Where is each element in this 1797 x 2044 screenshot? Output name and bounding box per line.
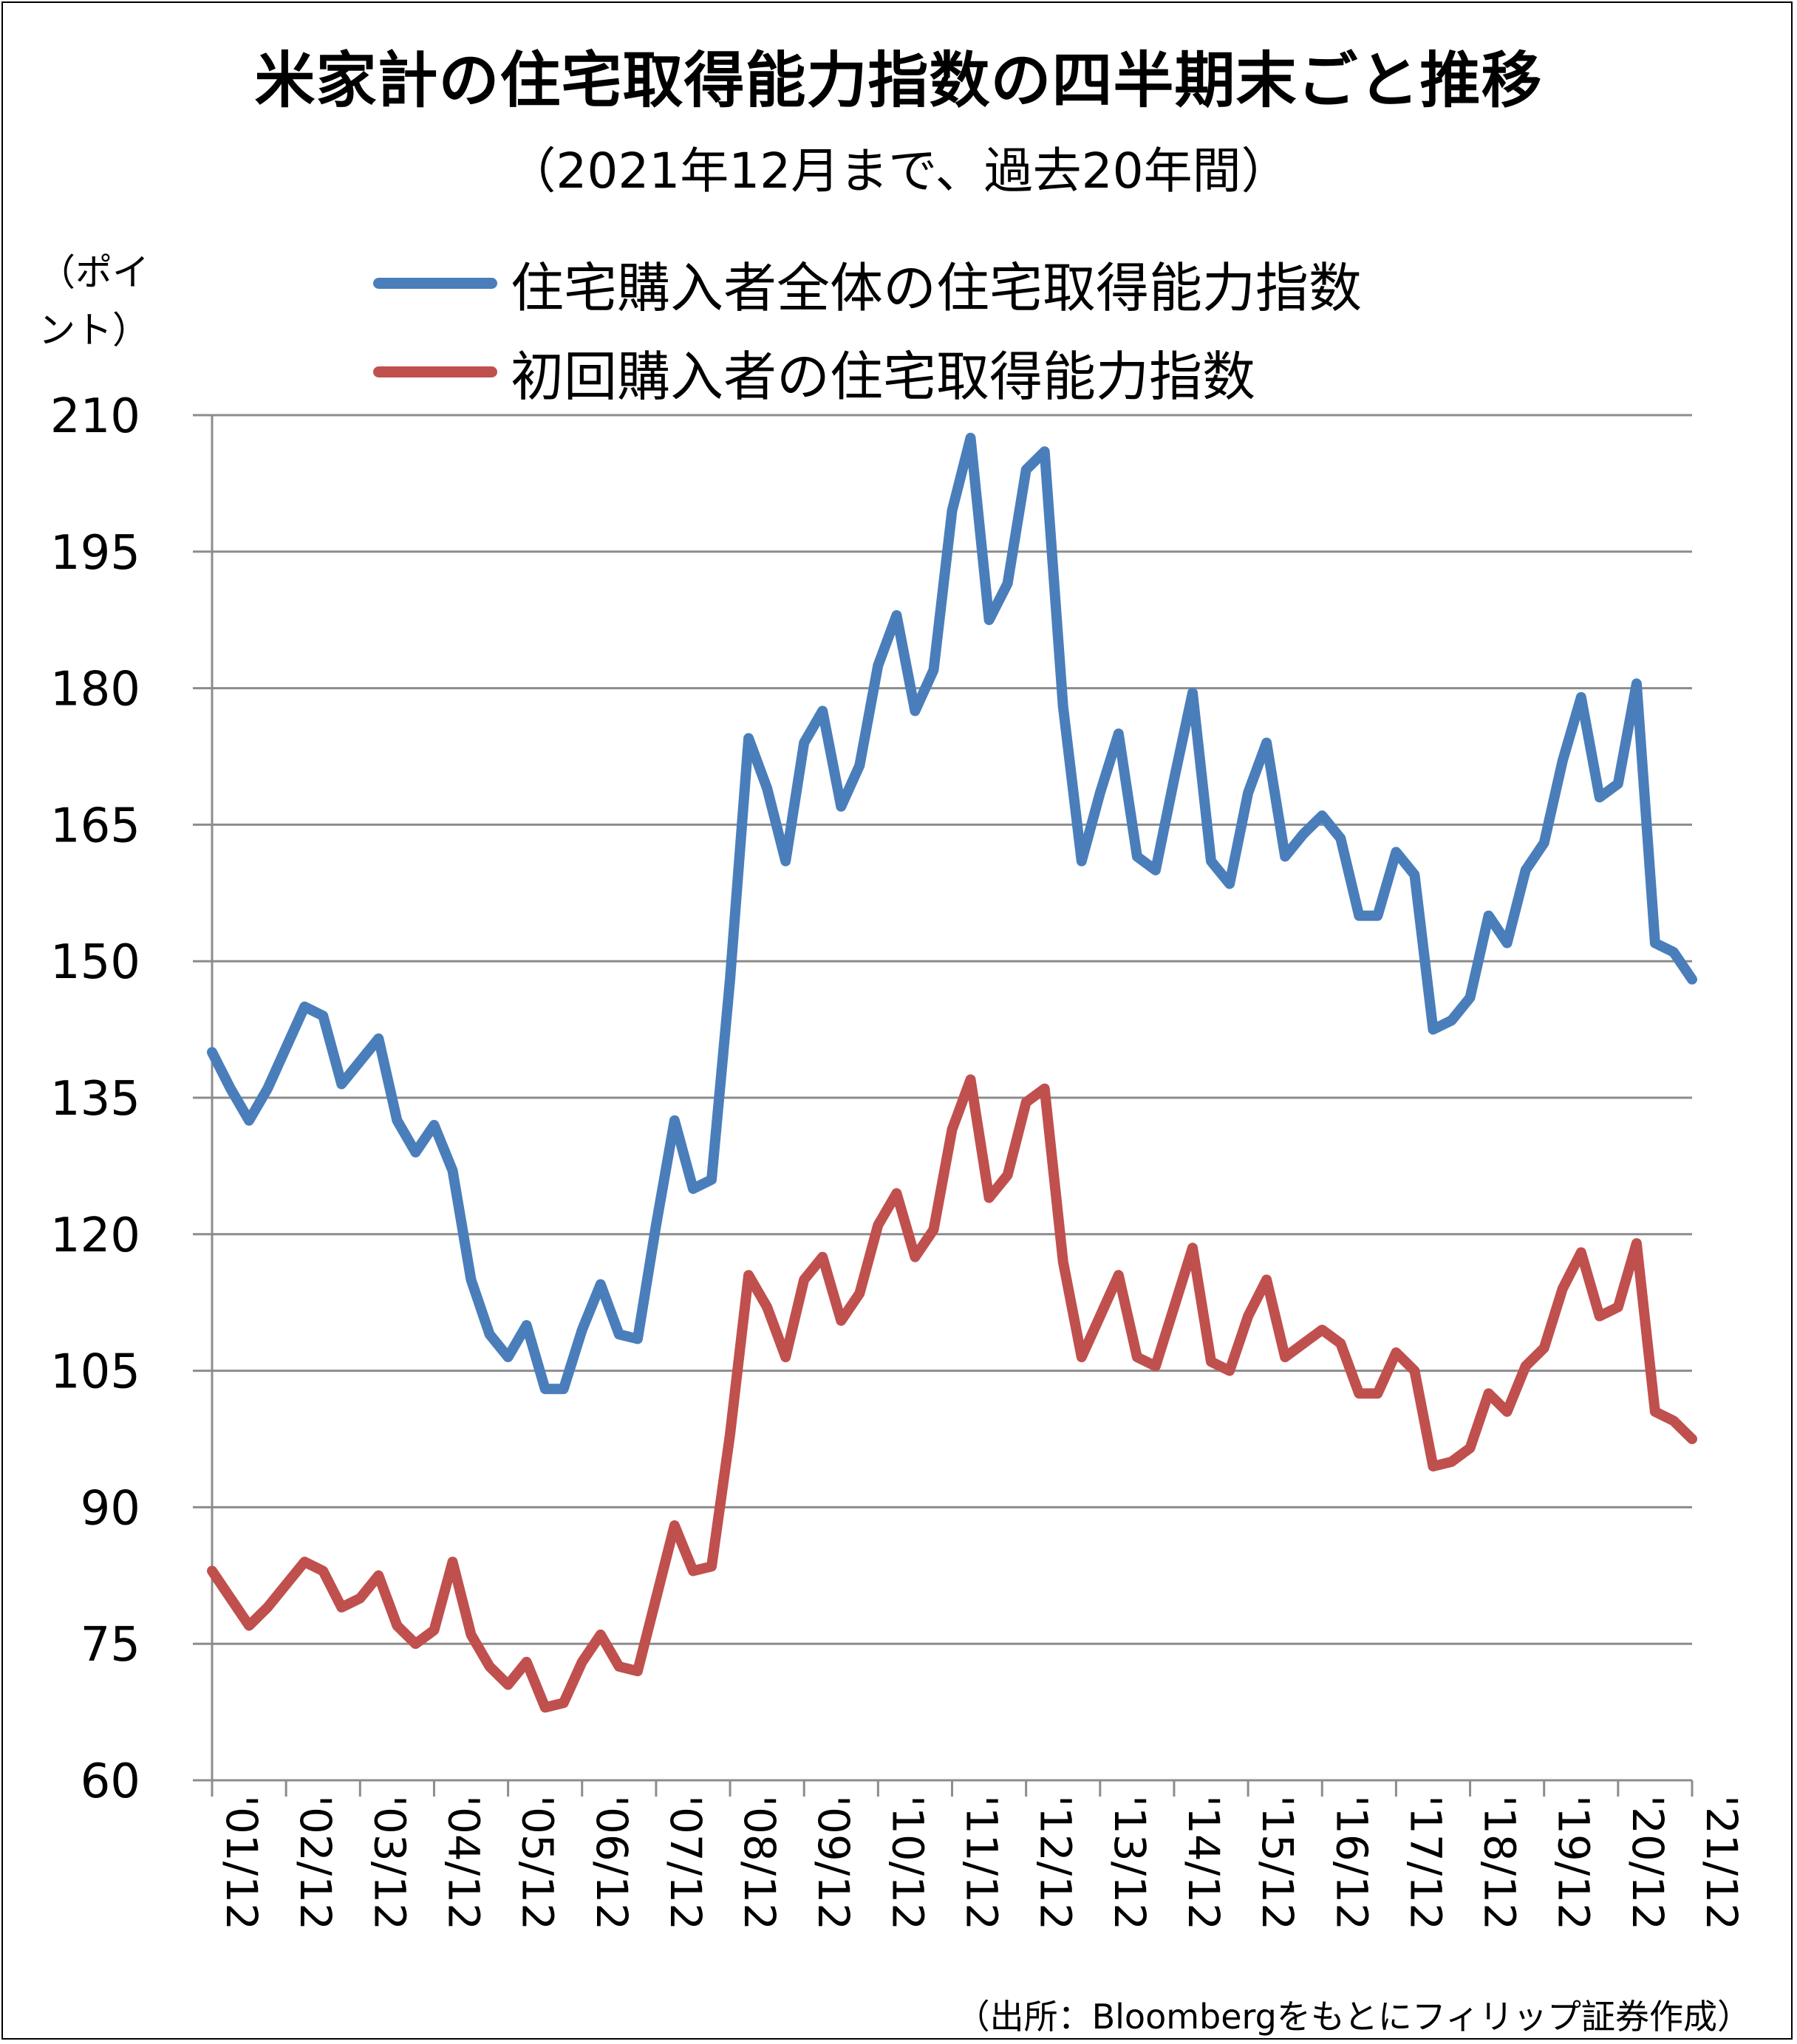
x-tick-label: '14/12 (1179, 1795, 1229, 1930)
x-tick-label: '03/12 (364, 1795, 415, 1930)
x-tick-label: '17/12 (1400, 1795, 1450, 1930)
x-tick-label: '10/12 (882, 1795, 932, 1930)
y-tick-label: 75 (81, 1618, 140, 1672)
y-axis-unit-line-2: ント） (38, 309, 149, 352)
legend-swatch-first-time-buyers (373, 366, 497, 377)
x-tick-label: '12/12 (1031, 1795, 1081, 1930)
y-tick-label: 210 (50, 389, 140, 444)
x-tick-label: '01/12 (216, 1795, 267, 1930)
legend-swatch-total-buyers (373, 277, 497, 289)
y-tick-label: 105 (50, 1345, 140, 1400)
y-tick-label: 180 (50, 663, 140, 717)
legend-item-total-buyers: 住宅購入者全体の住宅取得能力指数 (373, 242, 1362, 324)
x-tick-label: '04/12 (438, 1795, 488, 1930)
y-axis-unit-label: （ポイ ント） (38, 244, 149, 359)
x-tick-label: '08/12 (734, 1795, 785, 1930)
y-tick-label: 195 (50, 526, 140, 581)
chart-title: 米家計の住宅取得能力指数の四半期末ごと推移 (254, 46, 1543, 116)
y-tick-label: 60 (81, 1754, 140, 1809)
x-tick-label: '13/12 (1105, 1795, 1155, 1930)
y-axis-unit-line-1: （ポイ (38, 251, 149, 294)
legend-label-total-buyers: 住宅購入者全体の住宅取得能力指数 (511, 256, 1363, 319)
y-tick-label: 135 (50, 1072, 140, 1127)
legend-label-first-time-buyers: 初回購入者の住宅取得能力指数 (511, 345, 1256, 408)
y-tick-label: 150 (50, 935, 140, 990)
y-tick-label: 90 (81, 1481, 140, 1536)
x-tick-label: '16/12 (1326, 1795, 1377, 1930)
y-tick-label: 165 (50, 799, 140, 853)
x-tick-label: '11/12 (957, 1795, 1007, 1930)
x-tick-label: '05/12 (513, 1795, 563, 1930)
source-note: （出所：Bloombergをもとにフィリップ証券作成） (955, 1997, 1751, 2037)
x-tick-label: '06/12 (587, 1795, 637, 1930)
x-tick-label: '21/12 (1697, 1795, 1747, 1930)
x-tick-label: '15/12 (1252, 1795, 1303, 1930)
x-tick-label: '02/12 (290, 1795, 341, 1930)
series-line-total-buyers (207, 432, 1697, 1395)
x-tick-label: '19/12 (1549, 1795, 1599, 1930)
legend-item-first-time-buyers: 初回購入者の住宅取得能力指数 (373, 331, 1255, 412)
x-tick-label: '09/12 (808, 1795, 859, 1930)
x-tick-label: '07/12 (661, 1795, 711, 1930)
chart-subtitle: （2021年12月まで、過去20年間） (507, 143, 1290, 199)
x-tick-label: '18/12 (1475, 1795, 1525, 1930)
x-tick-label: '20/12 (1623, 1795, 1673, 1930)
series-line-first-time-buyers (207, 1074, 1697, 1713)
y-tick-label: 120 (50, 1209, 140, 1263)
